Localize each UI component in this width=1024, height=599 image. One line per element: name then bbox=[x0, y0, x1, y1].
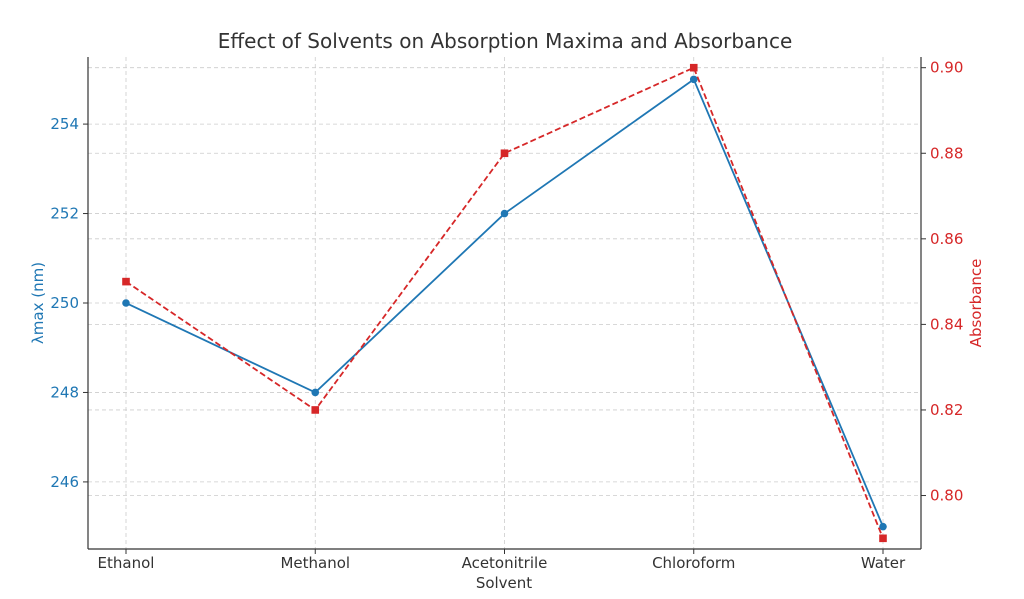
right-tick-label: 0.90 bbox=[930, 59, 963, 77]
series-point-left bbox=[879, 522, 887, 531]
right-tick-label: 0.86 bbox=[930, 230, 963, 248]
right-tick-label: 0.88 bbox=[930, 144, 963, 162]
x-tick-label: Ethanol bbox=[98, 554, 155, 572]
series-point-right bbox=[689, 63, 698, 72]
series-point-left bbox=[311, 388, 320, 397]
left-tick-label: 246 bbox=[50, 473, 79, 491]
series-point-left bbox=[689, 75, 698, 84]
right-tick-label: 0.82 bbox=[930, 401, 963, 419]
right-axis-label: Absorbance bbox=[967, 259, 985, 348]
series-point-left bbox=[500, 209, 509, 218]
left-axis-label: λmax (nm) bbox=[29, 262, 47, 344]
series-group bbox=[122, 63, 887, 543]
x-tick-label: Chloroform bbox=[652, 554, 735, 572]
series-point-left bbox=[122, 299, 130, 307]
x-axis-ticks: Ethanol Methanol Acetonitrile Chloroform Wat… bbox=[98, 549, 906, 572]
left-axis-ticks: 246 248 250 252 254 bbox=[50, 115, 88, 491]
x-tick-label: Methanol bbox=[280, 554, 350, 572]
right-tick-label: 0.84 bbox=[930, 315, 963, 333]
right-tick-label: 0.80 bbox=[930, 487, 963, 505]
left-tick-label: 250 bbox=[50, 294, 79, 312]
grid bbox=[88, 57, 921, 549]
x-tick-label: Water bbox=[861, 554, 906, 572]
left-tick-label: 252 bbox=[50, 205, 79, 223]
series-point-right bbox=[311, 406, 320, 414]
x-axis-label: Solvent bbox=[476, 574, 532, 592]
left-tick-label: 248 bbox=[50, 383, 79, 401]
series-point-right bbox=[500, 149, 509, 158]
series-point-right bbox=[879, 534, 887, 543]
chart-title: Effect of Solvents on Absorption Maxima … bbox=[218, 29, 793, 53]
left-tick-label: 254 bbox=[50, 115, 79, 133]
x-tick-label: Acetonitrile bbox=[462, 554, 548, 572]
right-axis-ticks: 0.80 0.82 0.84 0.86 0.88 0.90 bbox=[921, 59, 963, 505]
series-point-right bbox=[122, 277, 130, 286]
